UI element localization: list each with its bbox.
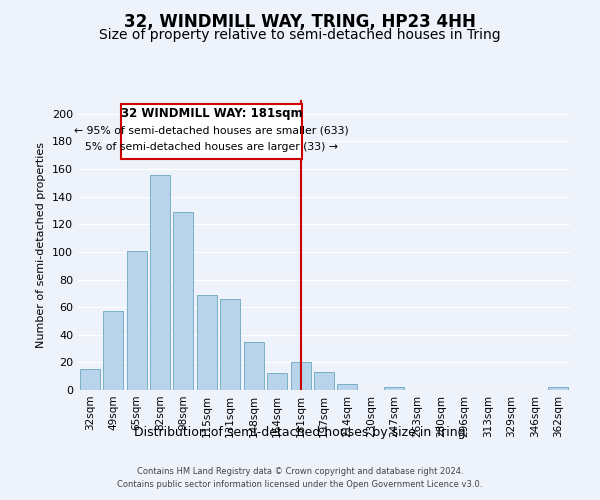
Bar: [314, 372, 334, 390]
FancyBboxPatch shape: [121, 104, 302, 160]
Bar: [220, 299, 240, 390]
Text: Size of property relative to semi-detached houses in Tring: Size of property relative to semi-detach…: [99, 28, 501, 42]
Bar: [80, 370, 100, 390]
Text: Contains public sector information licensed under the Open Government Licence v3: Contains public sector information licen…: [118, 480, 482, 489]
Bar: [290, 362, 311, 390]
Text: 32, WINDMILL WAY, TRING, HP23 4HH: 32, WINDMILL WAY, TRING, HP23 4HH: [124, 12, 476, 30]
Bar: [173, 212, 193, 390]
Bar: [267, 374, 287, 390]
Text: ← 95% of semi-detached houses are smaller (633): ← 95% of semi-detached houses are smalle…: [74, 126, 349, 136]
Bar: [197, 294, 217, 390]
Text: Distribution of semi-detached houses by size in Tring: Distribution of semi-detached houses by …: [134, 426, 466, 439]
Text: Contains HM Land Registry data © Crown copyright and database right 2024.: Contains HM Land Registry data © Crown c…: [137, 467, 463, 476]
Y-axis label: Number of semi-detached properties: Number of semi-detached properties: [37, 142, 46, 348]
Bar: [150, 174, 170, 390]
Bar: [385, 387, 404, 390]
Bar: [337, 384, 358, 390]
Bar: [103, 312, 123, 390]
Bar: [127, 250, 146, 390]
Text: 32 WINDMILL WAY: 181sqm: 32 WINDMILL WAY: 181sqm: [121, 108, 302, 120]
Bar: [548, 387, 568, 390]
Bar: [244, 342, 263, 390]
Text: 5% of semi-detached houses are larger (33) →: 5% of semi-detached houses are larger (3…: [85, 142, 338, 152]
